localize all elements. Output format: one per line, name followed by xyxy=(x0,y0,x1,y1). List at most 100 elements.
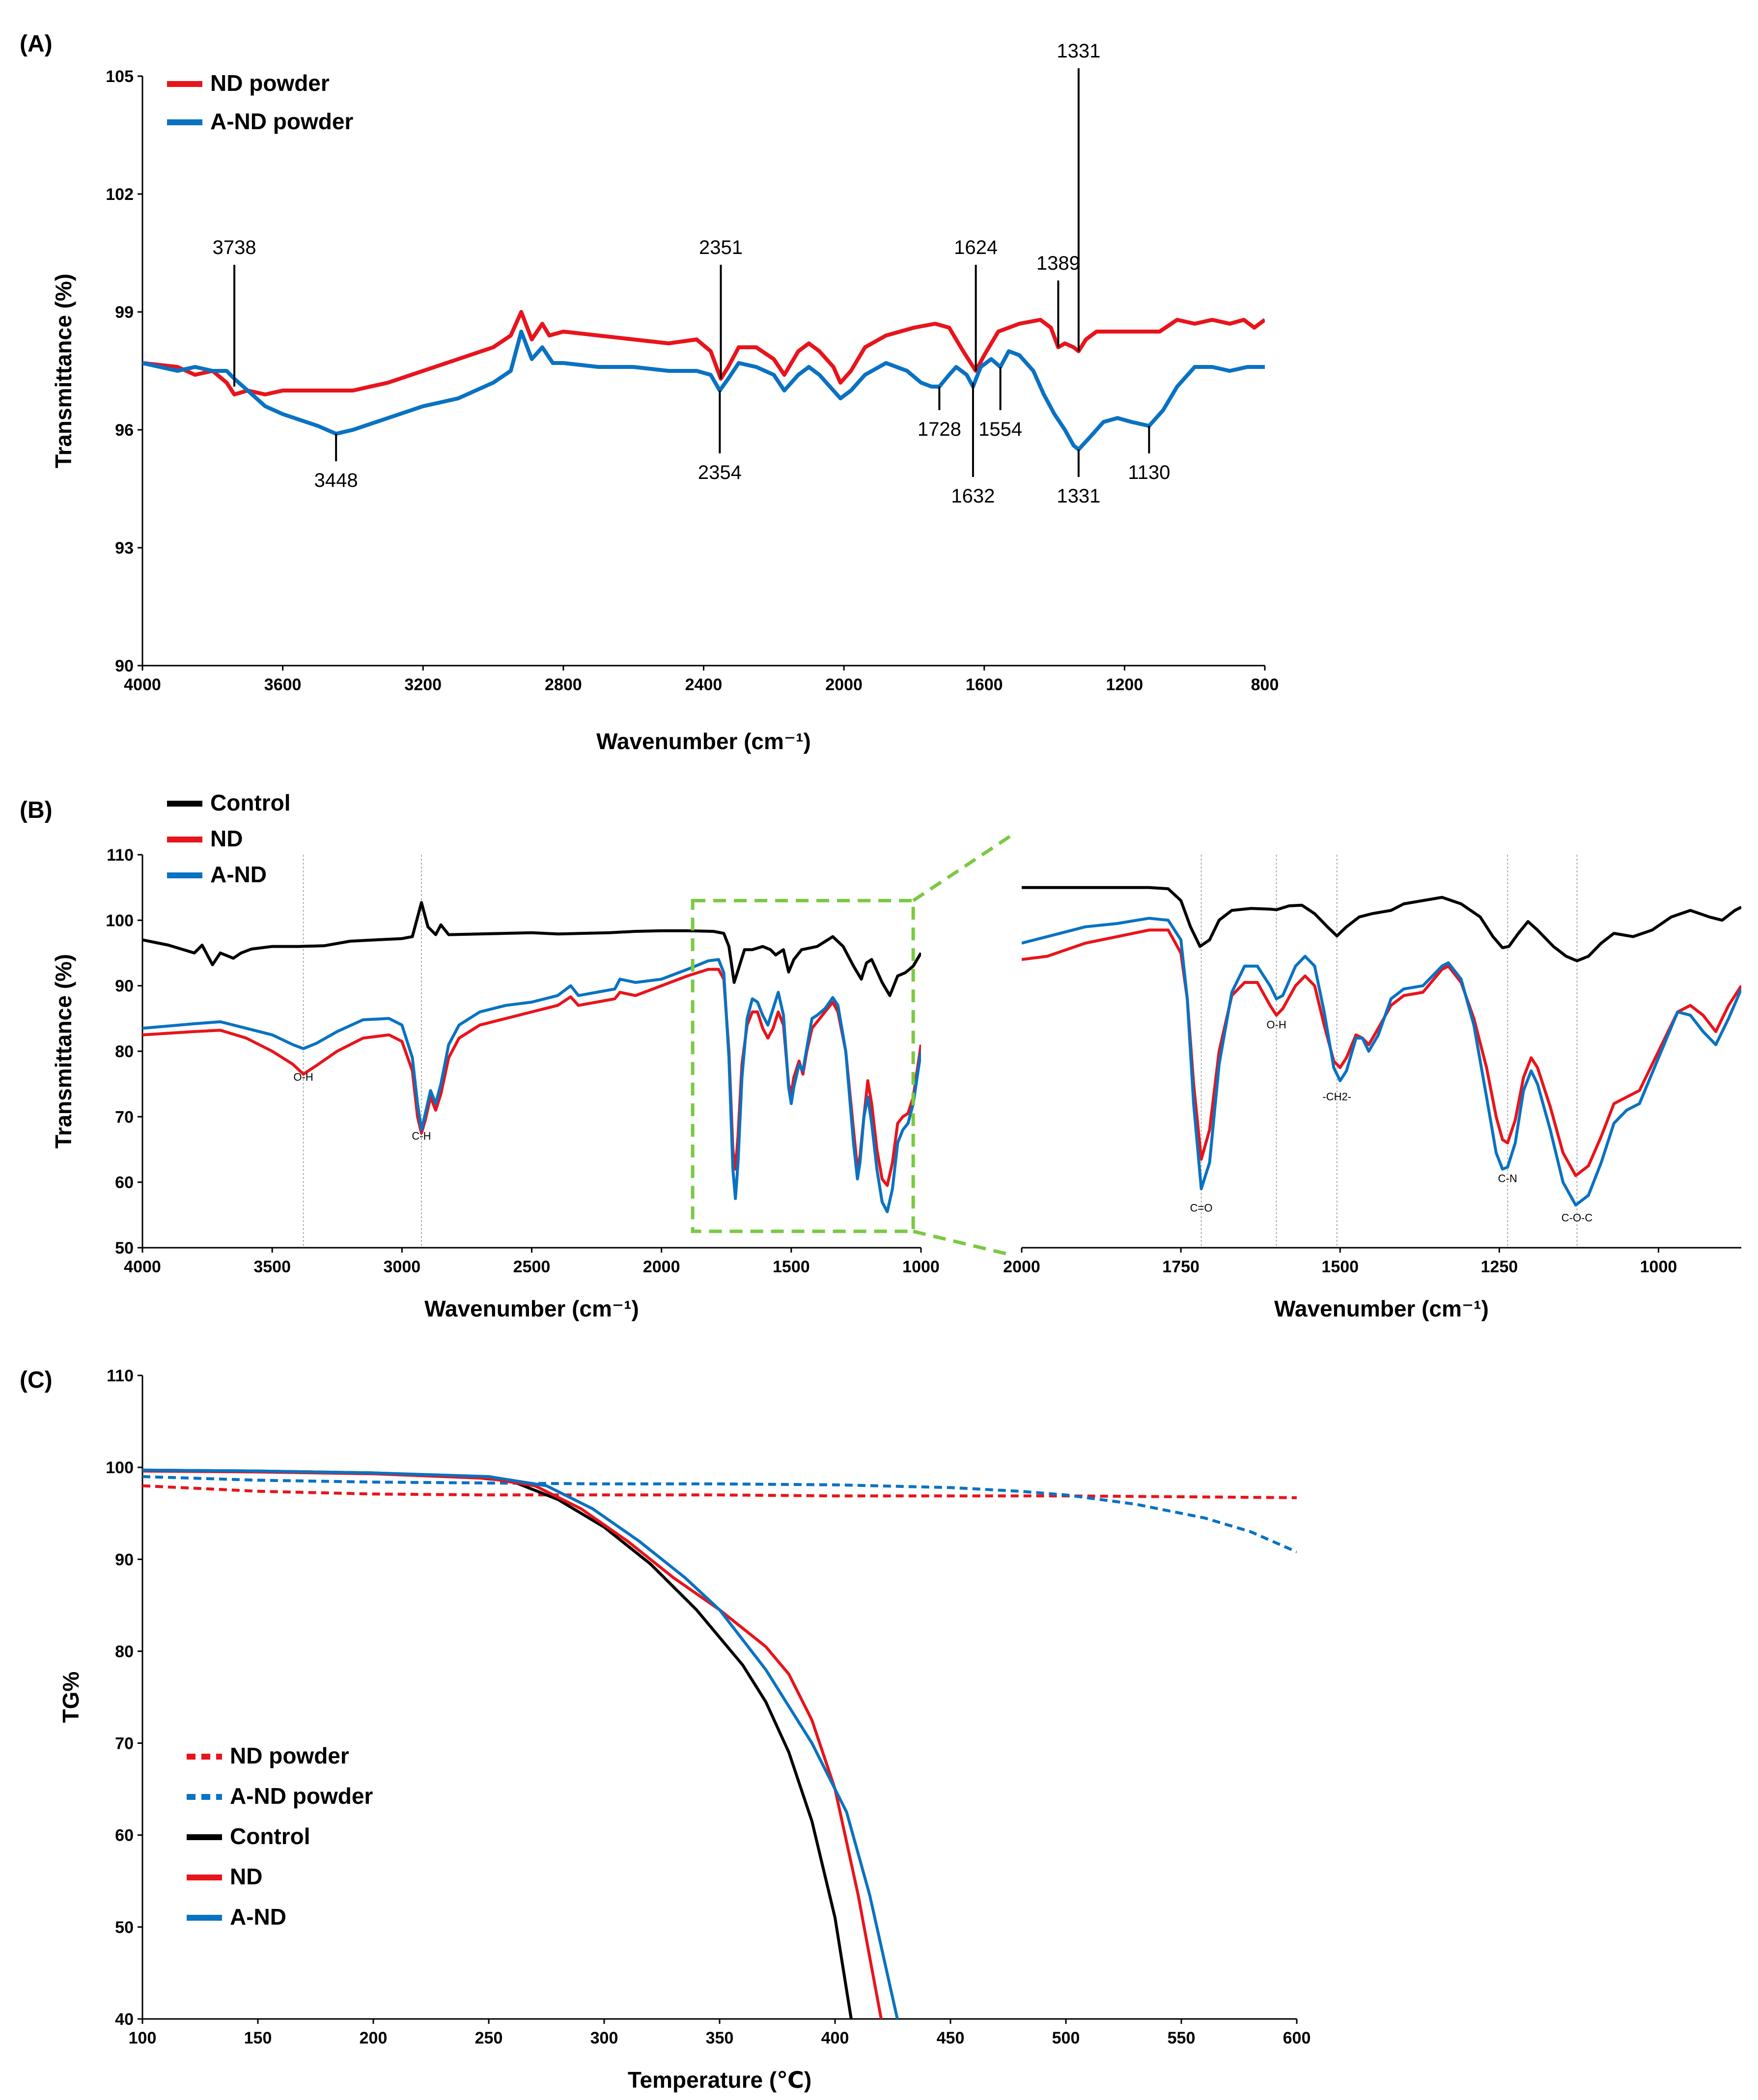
x-tick-label: 3600 xyxy=(264,675,302,694)
series-line-a-nd xyxy=(142,1468,899,2019)
x-tick-label: 600 xyxy=(1283,2029,1311,2047)
annotation-label: 1624 xyxy=(954,237,998,258)
x-tick-label: 1250 xyxy=(1481,1258,1518,1276)
panel-a-letter: (A) xyxy=(20,31,53,57)
legend-label: Control xyxy=(210,790,291,815)
y-tick-label: 96 xyxy=(115,421,134,440)
x-tick-label: 2800 xyxy=(545,675,582,694)
x-tick-label: 1000 xyxy=(902,1258,940,1276)
legend-label: ND xyxy=(210,826,243,851)
annotation-label: 2354 xyxy=(698,462,742,483)
y-tick-label: 90 xyxy=(115,657,134,675)
legend-label: ND powder xyxy=(230,1743,349,1768)
x-tick-label: 2500 xyxy=(513,1258,551,1276)
annotation-label: 1554 xyxy=(978,419,1022,440)
peak-label: C=O xyxy=(1190,1202,1213,1214)
peak-label: -CH2- xyxy=(1322,1091,1351,1103)
x-axis-title: Wavenumber (cm⁻¹) xyxy=(424,1296,639,1321)
series-line-a-nd-powder xyxy=(142,330,1265,451)
x-tick-label: 300 xyxy=(590,2029,618,2047)
x-tick-label: 1000 xyxy=(1640,1258,1677,1276)
x-tick-label: 1600 xyxy=(966,675,1003,694)
legend-label: A-ND xyxy=(230,1904,286,1930)
panel-b-full-chart: 4000 3500 3000 2500 2000 1500 1000 50 60 70 80 90 10… xyxy=(51,790,940,1321)
annotation-label: 1389 xyxy=(1036,252,1080,274)
series-line-a-nd-powder xyxy=(142,1475,1297,1554)
y-tick-label: 110 xyxy=(107,846,134,865)
y-axis-title: Transmittance (%) xyxy=(51,274,76,468)
x-tick-label: 550 xyxy=(1168,2029,1196,2047)
y-tick-label: 100 xyxy=(106,911,134,930)
y-tick-label: 110 xyxy=(107,1367,134,1385)
y-tick-label: 70 xyxy=(115,1108,134,1126)
series-line-nd-powder xyxy=(142,310,1265,396)
series-line-nd xyxy=(1022,928,1741,1177)
x-tick-label: 1200 xyxy=(1106,675,1144,694)
peak-label: C-H xyxy=(412,1130,431,1142)
y-tick-label: 40 xyxy=(115,2010,134,2029)
legend-label: ND powder xyxy=(210,70,330,96)
x-tick-label: 2400 xyxy=(685,675,723,694)
series-line-a-nd xyxy=(142,958,921,1213)
series-line-a-nd xyxy=(1022,917,1741,1207)
annotation-label: 1331 xyxy=(1057,485,1100,507)
x-tick-label: 2000 xyxy=(1003,1258,1040,1276)
x-axis-title: Temperature (℃) xyxy=(628,2067,811,2093)
y-tick-label: 60 xyxy=(115,1826,134,1845)
y-axis-title: Transmittance (%) xyxy=(51,954,76,1148)
x-tick-label: 1750 xyxy=(1162,1258,1200,1276)
x-tick-label: 250 xyxy=(475,2029,503,2047)
y-tick-label: 90 xyxy=(115,1550,134,1569)
x-tick-label: 350 xyxy=(706,2029,734,2047)
x-tick-label: 1500 xyxy=(1321,1258,1359,1276)
y-tick-label: 90 xyxy=(115,977,134,996)
x-axis-title: Wavenumber (cm⁻¹) xyxy=(596,728,811,754)
panel-c-letter: (C) xyxy=(20,1367,53,1393)
x-tick-label: 100 xyxy=(129,2029,157,2047)
annotation-label: 1632 xyxy=(951,485,995,507)
x-tick-label: 3500 xyxy=(253,1258,291,1276)
x-tick-label: 4000 xyxy=(124,1258,161,1276)
x-tick-label: 3000 xyxy=(384,1258,421,1276)
peak-label: O-H xyxy=(1266,1018,1286,1031)
zoom-connector-bottom xyxy=(913,1230,1012,1257)
legend-label: A-ND xyxy=(210,862,267,887)
y-tick-label: 102 xyxy=(106,185,134,204)
legend-label: ND xyxy=(230,1864,262,1889)
x-tick-label: 450 xyxy=(937,2029,965,2047)
panel-b-zoom-chart: 2000 1750 1500 1250 1000 Wavenumber (cm⁻¹) C=O… xyxy=(1003,855,1741,1321)
panel-b-letter: (B) xyxy=(20,797,53,823)
y-tick-label: 99 xyxy=(115,303,134,322)
legend-label: Control xyxy=(230,1823,310,1849)
series-line-control xyxy=(142,901,921,997)
annotation-label: 3738 xyxy=(213,237,256,258)
x-tick-label: 800 xyxy=(1251,675,1279,694)
y-tick-label: 80 xyxy=(115,1042,134,1061)
y-tick-label: 50 xyxy=(115,1918,134,1937)
zoom-connector-top xyxy=(912,834,1013,902)
x-tick-label: 2000 xyxy=(825,675,863,694)
annotation-label: 1331 xyxy=(1057,40,1100,62)
x-tick-label: 3200 xyxy=(404,675,442,694)
annotation-label: 3448 xyxy=(314,470,358,491)
y-tick-label: 80 xyxy=(115,1642,134,1661)
x-tick-label: 4000 xyxy=(124,675,161,694)
x-tick-label: 2000 xyxy=(643,1258,680,1276)
zoom-indicator xyxy=(691,834,1013,1257)
x-tick-label: 1500 xyxy=(773,1258,810,1276)
series-line-nd-powder xyxy=(142,1484,1297,1499)
x-tick-label: 200 xyxy=(360,2029,388,2047)
peak-label: O-H xyxy=(293,1071,313,1083)
panel-c-chart: 100 150 200 250 300 350 400 450 500 550 600 40 50 60 7… xyxy=(58,1367,1311,2093)
y-tick-label: 70 xyxy=(115,1735,134,1753)
legend-label: A-ND powder xyxy=(210,109,353,134)
x-tick-label: 400 xyxy=(821,2029,849,2047)
legend-label: A-ND powder xyxy=(230,1783,373,1809)
peak-label: C-O-C xyxy=(1562,1212,1593,1224)
annotation-label: 2351 xyxy=(699,237,743,258)
y-axis-title: TG% xyxy=(58,1672,84,1723)
annotation-label: 1728 xyxy=(918,419,961,440)
annotation-label: 1130 xyxy=(1128,462,1170,483)
x-axis-title: Wavenumber (cm⁻¹) xyxy=(1274,1296,1489,1321)
